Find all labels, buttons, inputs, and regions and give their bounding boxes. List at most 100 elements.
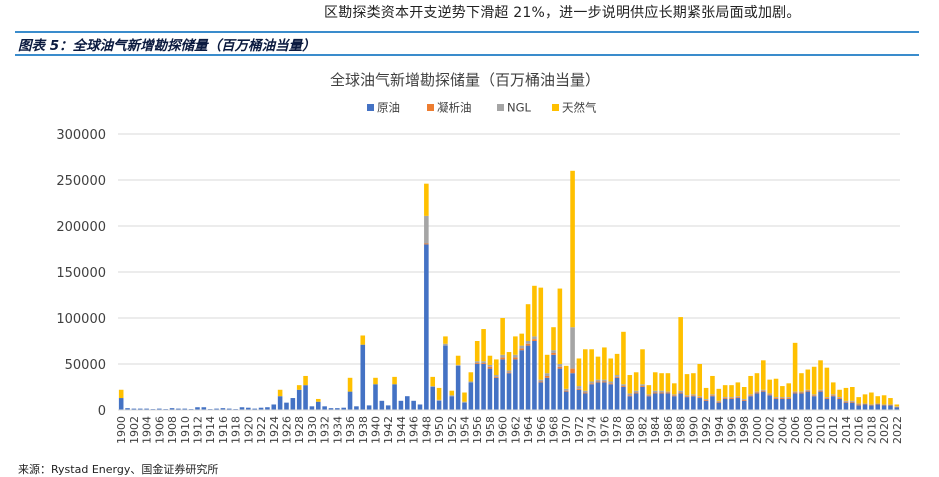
bar-1993-0 xyxy=(710,396,715,410)
bar-1974-3 xyxy=(589,349,594,381)
bar-1964-1 xyxy=(526,344,531,346)
x-tick-label-2010: 2010 xyxy=(815,416,828,444)
bar-1988-2 xyxy=(678,391,683,393)
bar-1965-0 xyxy=(532,341,537,410)
bar-1952-2 xyxy=(449,395,454,396)
bar-2018-0 xyxy=(869,405,874,410)
figure-title-rule-top xyxy=(15,31,919,33)
bar-2013-3 xyxy=(837,390,842,397)
y-tick-label-4: 200000 xyxy=(56,220,106,235)
bar-1945-0 xyxy=(405,396,410,410)
bar-1963-3 xyxy=(519,334,524,346)
bar-1979-2 xyxy=(621,384,626,386)
bar-1975-3 xyxy=(596,357,601,380)
bar-1993-3 xyxy=(710,376,715,394)
bar-1960-3 xyxy=(500,318,505,355)
bar-2003-2 xyxy=(774,397,779,398)
bar-1949-3 xyxy=(430,377,435,386)
y-tick-label-5: 250000 xyxy=(56,174,106,189)
bar-2006-1 xyxy=(793,393,798,394)
bar-2002-0 xyxy=(767,395,772,410)
bar-1986-2 xyxy=(666,392,671,393)
bar-1983-3 xyxy=(647,385,652,394)
x-tick-label-2000: 2000 xyxy=(751,416,764,444)
x-tick-label-1986: 1986 xyxy=(662,416,675,444)
bar-1964-3 xyxy=(526,304,531,341)
bar-1990-3 xyxy=(691,373,696,394)
x-tick-label-1916: 1916 xyxy=(217,416,230,444)
bar-1943-0 xyxy=(392,384,397,410)
bar-1973-3 xyxy=(583,349,588,390)
bar-1957-2 xyxy=(481,361,486,363)
bar-1959-3 xyxy=(494,359,499,375)
bar-1993-2 xyxy=(710,394,715,395)
bar-2022-3 xyxy=(895,404,900,406)
bar-1994-3 xyxy=(717,389,722,401)
bar-1977-0 xyxy=(608,384,613,410)
bar-1929-0 xyxy=(303,385,308,410)
bar-2008-1 xyxy=(806,391,811,392)
bar-1965-1 xyxy=(532,339,537,341)
bar-1960-0 xyxy=(500,359,505,410)
bar-1986-3 xyxy=(666,373,671,391)
x-tick-label-1934: 1934 xyxy=(331,416,344,444)
bar-2011-3 xyxy=(825,368,830,397)
bar-1994-1 xyxy=(717,402,722,403)
x-tick-label-1946: 1946 xyxy=(408,416,421,444)
bar-1992-1 xyxy=(704,400,709,401)
bar-2018-3 xyxy=(869,393,874,405)
bar-1927-0 xyxy=(291,398,296,410)
bar-1989-3 xyxy=(685,374,690,395)
bar-1956-3 xyxy=(475,341,480,361)
bar-1981-2 xyxy=(634,391,639,393)
bar-1955-0 xyxy=(469,382,474,410)
bar-2001-0 xyxy=(761,392,766,410)
bar-2000-1 xyxy=(755,393,760,394)
bar-1990-2 xyxy=(691,394,696,395)
bar-1995-3 xyxy=(723,385,728,397)
bar-1932-0 xyxy=(322,406,327,410)
bar-1941-0 xyxy=(380,401,385,410)
bar-1984-3 xyxy=(653,372,658,390)
bar-1968-2 xyxy=(551,350,556,353)
x-tick-label-2006: 2006 xyxy=(789,416,802,444)
gridlines xyxy=(118,134,900,364)
bar-1983-1 xyxy=(647,395,652,396)
bar-1959-1 xyxy=(494,377,499,378)
bar-2015-1 xyxy=(850,402,855,403)
bar-1957-1 xyxy=(481,363,486,364)
bar-1968-0 xyxy=(551,355,556,410)
bar-1952-0 xyxy=(449,396,454,410)
bar-1959-0 xyxy=(494,378,499,410)
bar-1990-1 xyxy=(691,395,696,396)
bars xyxy=(119,171,899,410)
x-tick-label-1936: 1936 xyxy=(344,416,357,444)
bar-1997-3 xyxy=(736,382,741,396)
bar-1940-3 xyxy=(373,378,378,384)
x-tick-label-2022: 2022 xyxy=(891,416,904,444)
bar-1989-0 xyxy=(685,397,690,410)
bar-1998-0 xyxy=(742,401,747,410)
y-tick-label-1: 50000 xyxy=(65,358,106,373)
bar-1925-0 xyxy=(278,396,283,410)
bar-1962-0 xyxy=(513,359,518,410)
bar-1982-0 xyxy=(640,387,645,410)
bar-1967-2 xyxy=(545,373,550,376)
bar-1991-1 xyxy=(697,397,702,398)
x-tick-label-1902: 1902 xyxy=(128,416,141,444)
bar-1997-2 xyxy=(736,396,741,397)
bar-1944-0 xyxy=(399,401,404,410)
bar-1959-2 xyxy=(494,375,499,377)
bar-1968-3 xyxy=(551,327,556,350)
bar-2010-2 xyxy=(818,390,823,391)
bar-1971-1 xyxy=(570,369,575,374)
x-tick-label-2016: 2016 xyxy=(853,416,866,444)
bar-2007-2 xyxy=(799,392,804,393)
bar-2004-2 xyxy=(780,397,785,398)
bar-1966-3 xyxy=(539,288,544,380)
bar-2005-0 xyxy=(786,399,791,410)
bar-1977-2 xyxy=(608,381,613,383)
bar-1957-3 xyxy=(481,329,486,361)
